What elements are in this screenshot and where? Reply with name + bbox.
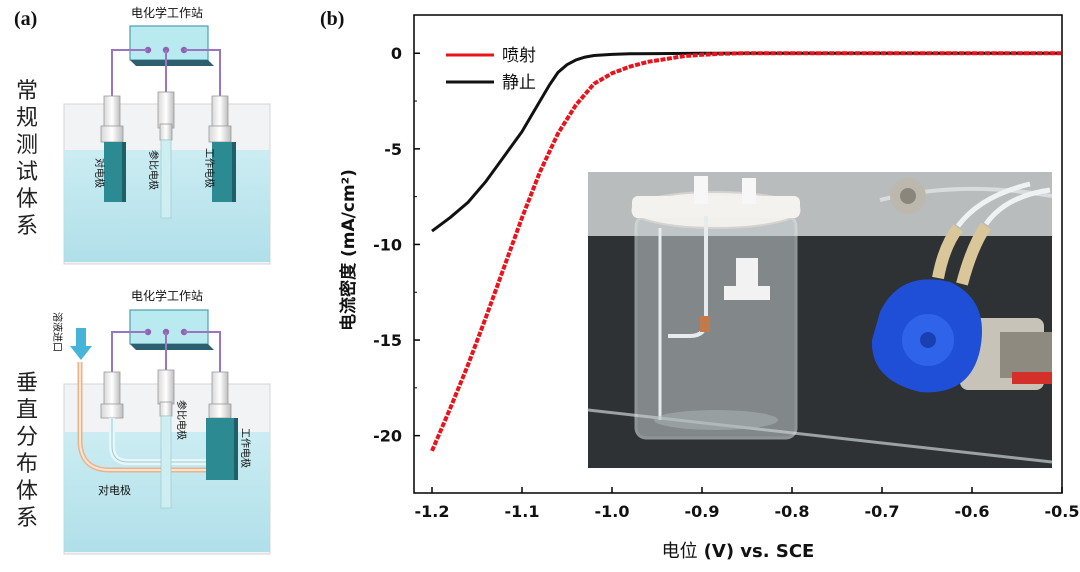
top-reference-label: 参比电极 <box>147 150 160 190</box>
legend: 喷射 静止 <box>446 46 536 93</box>
x-tick-label: -1.0 <box>595 502 630 521</box>
plot-frame <box>413 14 1063 494</box>
y-tick-label: -20 <box>373 427 402 446</box>
axis-ticks: -1.2 -1.1 -1.0 -0.9 -0.8 -0.7 -0.6 -0.5 0 -5 -10 -1… <box>373 44 1079 521</box>
panel-a-label: (a) <box>14 8 38 30</box>
top-working-electrode <box>208 95 236 202</box>
x-axis-label: 电位 (V) vs. SCE <box>662 541 815 562</box>
bottom-working-electrode <box>206 371 238 480</box>
legend-label-static: 静止 <box>502 73 536 93</box>
lsv-chart: -1.2 -1.1 -1.0 -0.9 -0.8 -0.7 -0.6 -0.5 0 -5 -10 -1… <box>338 14 1079 562</box>
series-line-spray <box>430 51 1062 452</box>
bottom-counter-electrode <box>100 371 210 465</box>
top-working-label: 工作电极 <box>203 148 216 188</box>
inset-photo <box>587 172 1053 468</box>
x-tick-label: -0.6 <box>955 502 990 521</box>
bottom-working-label: 工作电极 <box>239 428 252 468</box>
y-tick-label: 0 <box>391 44 402 63</box>
legend-label-spray: 喷射 <box>502 46 536 66</box>
schematic-diagram: 电化学工作站 对电极 参比电极 工作电极 <box>51 5 271 555</box>
bottom-reference-electrode <box>157 369 175 509</box>
bottom-reference-label: 参比电极 <box>175 400 188 440</box>
top-schematic: 电化学工作站 对电极 参比电极 工作电极 <box>63 5 271 265</box>
x-tick-label: -0.9 <box>685 502 720 521</box>
bottom-counter-label: 对电极 <box>98 483 131 497</box>
y-tick-label: -15 <box>373 331 402 350</box>
x-tick-label: -0.7 <box>865 502 900 521</box>
x-tick-label: -1.2 <box>415 502 450 521</box>
inset-pump <box>871 181 1052 393</box>
x-axis-label-suffix: (V) vs. SCE <box>704 541 815 562</box>
top-counter-electrode <box>100 95 126 202</box>
bottom-schematic: 电化学工作站 溶液进口 <box>51 288 271 555</box>
bottom-workstation-label: 电化学工作站 <box>131 288 203 303</box>
x-tick-label: -0.8 <box>775 502 810 521</box>
panel-b-label: (b) <box>320 8 345 30</box>
x-tick-label: -0.5 <box>1045 502 1080 521</box>
y-tick-label: -5 <box>384 140 402 159</box>
top-workstation-label: 电化学工作站 <box>131 5 203 20</box>
bottom-system-label: 垂直分布体系 <box>15 371 38 531</box>
inlet-label: 溶液进口 <box>51 312 64 352</box>
top-reference-electrode <box>157 91 175 219</box>
bottom-workstation-box <box>129 309 209 345</box>
top-system-label: 常规测试体系 <box>15 79 38 239</box>
y-axis-label: 电流密度 (mA/cm²) <box>338 169 359 331</box>
series-lines <box>430 51 1062 452</box>
top-workstation-box <box>129 25 209 61</box>
x-axis-label-prefix: 电位 <box>662 541 698 562</box>
inlet-arrow <box>70 328 92 360</box>
top-counter-label: 对电极 <box>93 158 106 188</box>
y-tick-label: -10 <box>373 235 402 254</box>
x-tick-label: -1.1 <box>505 502 540 521</box>
